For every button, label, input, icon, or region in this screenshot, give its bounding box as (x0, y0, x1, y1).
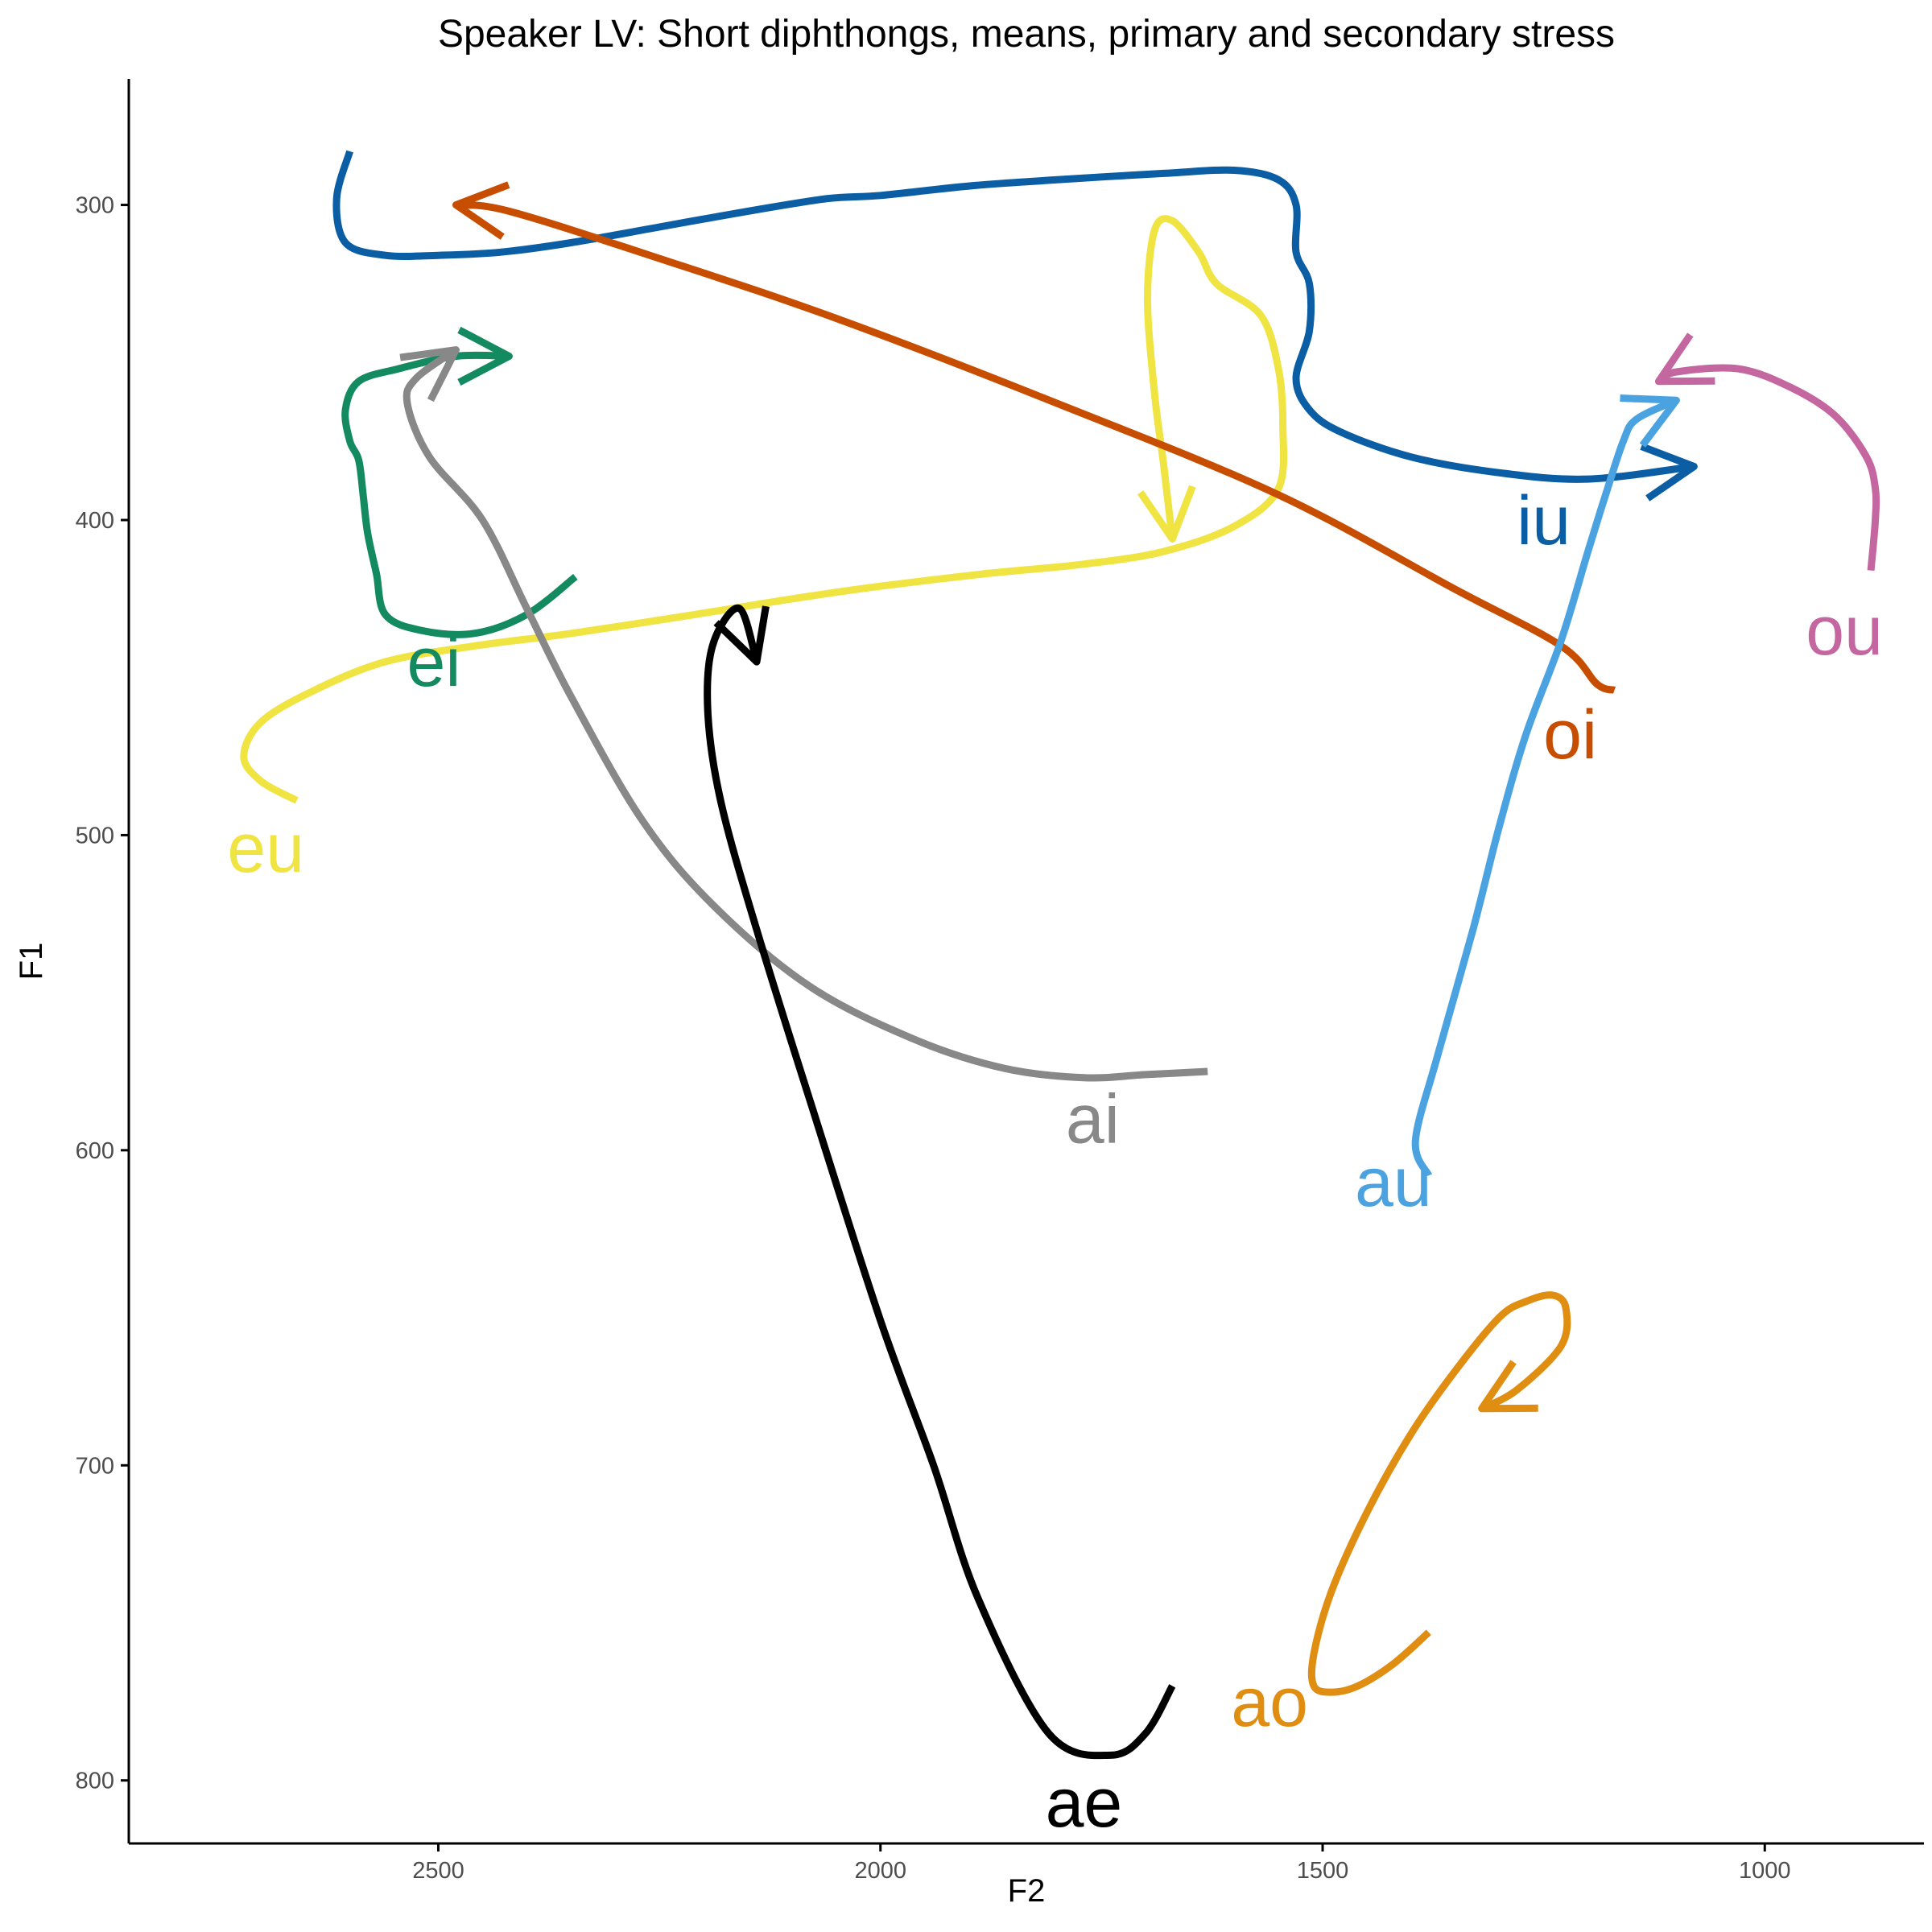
series-eu: eu (227, 215, 1288, 887)
series-arrowhead-au (1620, 394, 1680, 448)
y-axis-title: F1 (14, 943, 49, 980)
series-ei: ei (341, 326, 578, 701)
series-line-iu (332, 150, 1695, 483)
series-arrowhead-ai (399, 346, 460, 402)
series-oi: oi (452, 181, 1616, 774)
x-tick-label: 1500 (1297, 1858, 1349, 1884)
series-line-oi (455, 201, 1616, 694)
series-line-ai (402, 346, 1208, 1082)
x-tick-label: 2500 (412, 1858, 464, 1884)
series-label-ou: ou (1806, 592, 1883, 670)
series-arrowhead-oi (452, 181, 510, 240)
series-line-eu (240, 215, 1288, 804)
series-layer: iu eu ei ai ae oi au ou ao (227, 150, 1883, 1842)
x-tick-label: 2000 (854, 1858, 906, 1884)
series-line-ae (704, 605, 1176, 1760)
series-ou: ou (1654, 332, 1883, 670)
series-au: au (1355, 394, 1680, 1221)
series-line-ei (341, 351, 578, 638)
series-line-au (1411, 397, 1678, 1178)
x-ticks: 2500 2000 1500 1000 (412, 1843, 1791, 1884)
y-tick-label: 800 (76, 1769, 114, 1794)
series-arrowhead-ei (457, 326, 513, 386)
series-label-ao: ao (1231, 1664, 1308, 1741)
y-tick-label: 700 (76, 1453, 114, 1479)
x-tick-label: 1000 (1739, 1858, 1791, 1884)
x-axis-title: F2 (1008, 1873, 1046, 1909)
y-tick-label: 500 (76, 823, 114, 848)
y-tick-label: 400 (76, 508, 114, 534)
series-arrowhead-ae (713, 605, 770, 666)
series-ao: ao (1231, 1291, 1571, 1741)
series-line-ou (1656, 364, 1880, 571)
series-label-ae: ae (1046, 1765, 1123, 1842)
series-arrowhead-iu (1640, 443, 1698, 502)
series-iu: iu (332, 150, 1698, 559)
y-tick-label: 600 (76, 1138, 114, 1164)
series-arrowhead-eu (1137, 485, 1196, 543)
y-tick-label: 300 (76, 193, 114, 219)
chart-title: Speaker LV: Short diphthongs, means, pri… (438, 13, 1615, 56)
series-arrowhead-ou (1654, 332, 1715, 386)
y-ticks: 300 400 500 600 700 800 (76, 193, 129, 1794)
series-line-ao (1307, 1291, 1571, 1696)
series-ae: ae (704, 605, 1176, 1842)
series-ai: ai (399, 346, 1208, 1158)
series-label-au: au (1355, 1144, 1432, 1221)
series-label-ai: ai (1066, 1081, 1120, 1158)
series-arrowhead-ao (1478, 1360, 1538, 1413)
series-label-eu: eu (227, 810, 304, 887)
series-label-oi: oi (1543, 696, 1597, 774)
series-label-iu: iu (1517, 482, 1571, 559)
series-label-ei: ei (407, 624, 461, 701)
